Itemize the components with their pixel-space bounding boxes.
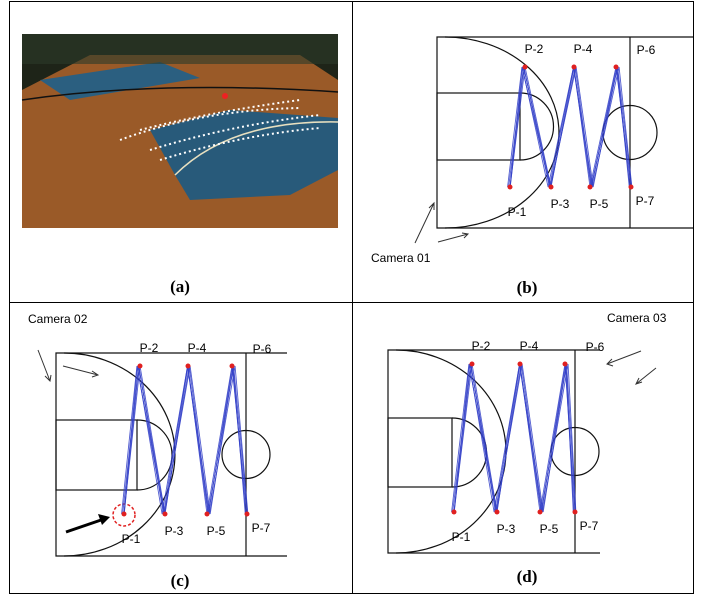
point bbox=[138, 364, 143, 369]
point bbox=[523, 65, 528, 70]
figure: (a) P-1 P-2 P-3 P-4 P-5 P-6 P-7 Camera 01 (b) P-1… bbox=[0, 0, 702, 596]
camera-arrows bbox=[38, 203, 656, 384]
point-label: P-6 bbox=[586, 340, 605, 354]
point bbox=[186, 364, 191, 369]
point-label: P-1 bbox=[122, 532, 141, 546]
point-label: P-6 bbox=[637, 43, 656, 57]
point-label: P-4 bbox=[188, 341, 207, 355]
three-point-arc bbox=[445, 37, 559, 228]
key bbox=[437, 93, 520, 160]
point bbox=[518, 362, 523, 367]
point bbox=[230, 364, 235, 369]
point bbox=[588, 185, 593, 190]
point bbox=[549, 185, 554, 190]
point bbox=[452, 510, 457, 515]
point bbox=[470, 362, 475, 367]
point-label: P-7 bbox=[580, 519, 599, 533]
point bbox=[163, 512, 168, 517]
point-label: P-3 bbox=[165, 524, 184, 538]
point-label: P-5 bbox=[590, 197, 609, 211]
point-label: P-7 bbox=[636, 194, 655, 208]
camera-label: Camera 02 bbox=[28, 312, 88, 326]
point bbox=[573, 510, 578, 515]
point bbox=[614, 65, 619, 70]
point bbox=[122, 512, 127, 517]
trajectory bbox=[508, 67, 630, 187]
trajectory bbox=[454, 364, 575, 512]
point-label: P-5 bbox=[540, 522, 559, 536]
caption: (a) bbox=[170, 277, 190, 296]
arrow bbox=[66, 519, 104, 532]
point-label: P-6 bbox=[253, 342, 272, 356]
trajectory bbox=[454, 364, 575, 512]
point-label: P-2 bbox=[525, 42, 544, 56]
caption: (c) bbox=[171, 571, 190, 590]
point-label: P-7 bbox=[252, 521, 271, 535]
point bbox=[572, 65, 577, 70]
point-label: P-5 bbox=[207, 524, 226, 538]
three-point-arc bbox=[396, 350, 506, 553]
caption: (b) bbox=[517, 278, 538, 297]
point-label: P-2 bbox=[472, 339, 491, 353]
photo bbox=[22, 34, 338, 228]
camera-label: Camera 03 bbox=[607, 311, 667, 325]
trajectory bbox=[454, 364, 576, 512]
point bbox=[563, 362, 568, 367]
point bbox=[538, 510, 543, 515]
trajectory bbox=[452, 364, 574, 512]
point-label: P-3 bbox=[497, 522, 516, 536]
point bbox=[495, 510, 500, 515]
point bbox=[205, 512, 210, 517]
point-label: P-1 bbox=[452, 530, 471, 544]
key bbox=[388, 418, 452, 487]
point-label: P-2 bbox=[140, 341, 159, 355]
point-label: P-4 bbox=[574, 42, 593, 56]
point-label: P-1 bbox=[508, 205, 527, 219]
caption: (d) bbox=[517, 567, 538, 586]
point-label: P-3 bbox=[551, 197, 570, 211]
point bbox=[245, 512, 250, 517]
point bbox=[508, 185, 513, 190]
court-line bbox=[388, 350, 600, 553]
point bbox=[629, 185, 634, 190]
camera-label: Camera 01 bbox=[371, 251, 431, 265]
point-label: P-4 bbox=[520, 339, 539, 353]
